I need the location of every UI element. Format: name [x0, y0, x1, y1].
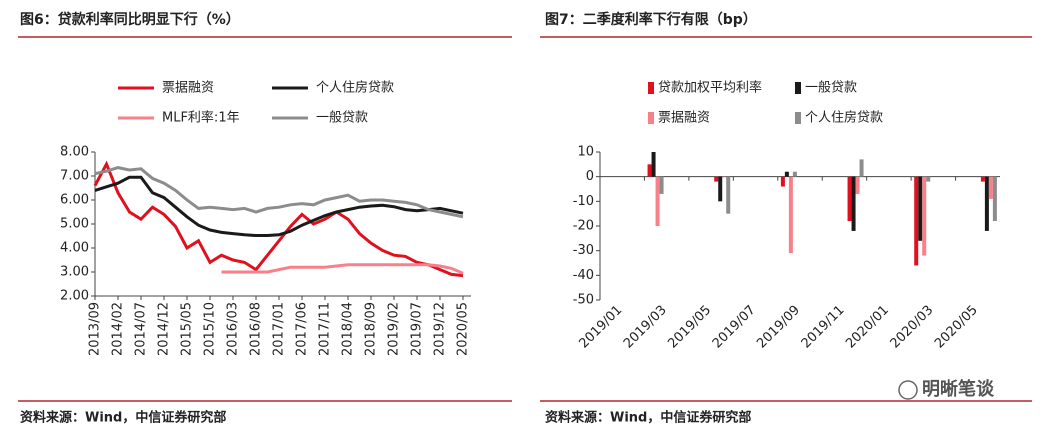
source: 资料来源：Wind，中信证券研究部 [545, 410, 751, 426]
x-tick-label: 2014/12 [157, 302, 172, 356]
bar [847, 176, 852, 222]
bar [859, 159, 864, 177]
x-tick-label: 2016/03 [226, 302, 241, 356]
y-tick-label: -50 [573, 293, 594, 308]
y-tick-label: 0 [586, 169, 594, 184]
line [93, 160, 464, 278]
bar [655, 176, 660, 226]
y-tick-label: 8.00 [60, 145, 89, 160]
chart-title: 图6：贷款利率同比明显下行（%） [20, 11, 240, 28]
x-tick-label: 2017/06 [295, 302, 310, 356]
y-tick-label: -20 [573, 219, 594, 234]
watermark-icon [898, 380, 918, 400]
x-tick-label: 2019/07 [710, 303, 759, 352]
x-tick-label: 2019/01 [577, 303, 626, 352]
x-tick-label: 2019/07 [410, 302, 425, 356]
bar [851, 176, 856, 231]
line [94, 166, 464, 219]
legend-swatch [795, 112, 801, 124]
y-tick-label: 3.00 [60, 265, 89, 280]
x-tick-label: 2020/05 [932, 303, 981, 352]
bar [984, 176, 989, 231]
line [221, 263, 464, 275]
x-tick-label: 2020/01 [843, 303, 892, 352]
bar [714, 176, 719, 182]
bar [651, 152, 656, 177]
x-tick-label: 2015/10 [203, 302, 218, 356]
bar [855, 176, 860, 194]
x-tick-label: 2018/04 [341, 302, 356, 356]
bar [918, 176, 923, 241]
x-tick-label: 2015/05 [180, 302, 195, 356]
bar [659, 176, 664, 194]
y-tick-label: 10 [577, 145, 594, 160]
legend-label: 贷款加权平均利率 [658, 80, 762, 96]
x-tick-label: 2019/11 [799, 303, 848, 352]
x-tick-label: 2020/05 [456, 302, 471, 356]
x-tick-label: 2019/12 [433, 302, 448, 356]
line [94, 175, 464, 238]
bar [980, 176, 985, 182]
x-tick-label: 2014/07 [134, 302, 149, 356]
y-tick-label: 4.00 [60, 241, 89, 256]
legend-swatch [648, 112, 654, 124]
y-tick-label: -40 [573, 268, 594, 283]
bar [726, 176, 731, 214]
bar [922, 176, 927, 256]
x-tick-label: 2013/09 [88, 302, 103, 356]
y-tick-label: 2.00 [60, 289, 89, 304]
legend-label: 一般贷款 [316, 110, 368, 126]
legend-label: 票据融资 [658, 111, 710, 126]
x-tick-label: 2019/03 [621, 303, 670, 352]
x-tick-label: 2019/09 [754, 303, 803, 352]
legend-swatch [795, 82, 801, 94]
y-tick-label: -30 [573, 243, 594, 258]
bar [718, 176, 723, 202]
legend-label: 个人住房贷款 [316, 80, 394, 96]
bar [722, 176, 727, 178]
bar [647, 164, 652, 177]
y-tick-label: 5.00 [60, 217, 89, 232]
legend-label: 一般贷款 [805, 80, 857, 96]
legend-label: MLF利率:1年 [162, 110, 240, 126]
x-tick-label: 2020/03 [888, 303, 937, 352]
bar [780, 176, 785, 187]
x-tick-label: 2019/02 [387, 302, 402, 356]
x-tick-label: 2017/01 [272, 302, 287, 356]
x-tick-label: 2019/05 [665, 303, 714, 352]
y-tick-label: 6.00 [60, 193, 89, 208]
x-tick-label: 2018/09 [364, 302, 379, 356]
y-tick-label: 7.00 [60, 169, 89, 184]
bar [992, 176, 997, 222]
chart-title: 图7：二季度利率下行有限（bp） [545, 11, 757, 28]
x-tick-label: 2014/02 [111, 302, 126, 356]
bar [914, 176, 919, 266]
bar [788, 176, 793, 254]
legend-label: 票据融资 [162, 81, 214, 96]
bar [988, 176, 993, 199]
x-tick-label: 2016/08 [249, 302, 264, 356]
legend-swatch [648, 82, 654, 94]
bar [926, 176, 931, 182]
y-tick-label: -10 [573, 194, 594, 209]
bar [784, 171, 789, 177]
source: 资料来源：Wind，中信证券研究部 [20, 410, 226, 426]
legend-label: 个人住房贷款 [805, 110, 883, 126]
bar [792, 171, 797, 177]
x-tick-label: 2017/11 [318, 302, 333, 356]
watermark: 明晰笔谈 [922, 378, 995, 400]
